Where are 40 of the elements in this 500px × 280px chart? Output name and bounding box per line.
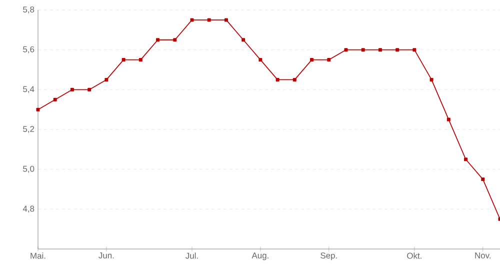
point <box>310 58 314 62</box>
y-tick-label: 5,4 <box>23 86 34 94</box>
x-tick-label: Nov. <box>475 252 491 258</box>
x-tick-label: Jul. <box>186 252 198 259</box>
point <box>396 48 400 52</box>
point <box>156 38 160 42</box>
point <box>53 98 57 102</box>
x-tick-label: Okt. <box>407 252 422 259</box>
x-tick-label: Aug. <box>252 252 268 260</box>
point <box>88 88 92 92</box>
x-tick-label: Mai. <box>30 252 46 259</box>
point <box>207 18 211 22</box>
point <box>446 118 450 122</box>
point <box>412 48 416 52</box>
x-tick-label: Jun. <box>98 252 114 258</box>
point <box>70 88 74 92</box>
point <box>104 78 108 82</box>
point <box>242 38 246 42</box>
y-tick-label: 5,6 <box>23 46 34 54</box>
point <box>36 108 40 112</box>
y-tick-label: 5,8 <box>23 6 34 14</box>
point <box>327 58 331 62</box>
point <box>138 58 142 62</box>
point <box>173 38 177 42</box>
y-tick-label: 5,0 <box>23 166 34 173</box>
point <box>276 78 280 82</box>
point <box>258 58 262 62</box>
point <box>344 48 348 52</box>
point <box>122 58 126 62</box>
y-tick-label: 5,2 <box>23 126 34 133</box>
point <box>481 178 485 182</box>
point <box>378 48 382 52</box>
point <box>361 48 365 52</box>
x-tick-label: Sep. <box>320 252 337 260</box>
y-tick-label: 4,8 <box>22 206 34 213</box>
point <box>464 158 468 162</box>
point <box>430 78 434 82</box>
point <box>224 18 228 22</box>
point <box>292 78 296 82</box>
point <box>190 18 194 22</box>
